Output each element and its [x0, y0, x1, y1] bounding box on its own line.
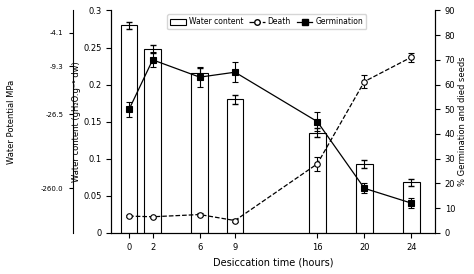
Bar [145, 49, 161, 233]
Bar [121, 25, 137, 233]
X-axis label: Desiccation time (hours): Desiccation time (hours) [213, 257, 333, 267]
Bar [191, 73, 208, 233]
Legend: Water content, Death, Germination: Water content, Death, Germination [167, 14, 366, 29]
Y-axis label: Water content (gH₂O.g⁻¹ dw): Water content (gH₂O.g⁻¹ dw) [72, 61, 81, 182]
Bar [403, 182, 419, 233]
Bar [356, 164, 373, 233]
Bar [227, 99, 243, 233]
Y-axis label: Water Potential MPa: Water Potential MPa [7, 79, 16, 164]
Y-axis label: % Germination and died seeds: % Germination and died seeds [458, 57, 467, 186]
Bar [309, 133, 326, 233]
